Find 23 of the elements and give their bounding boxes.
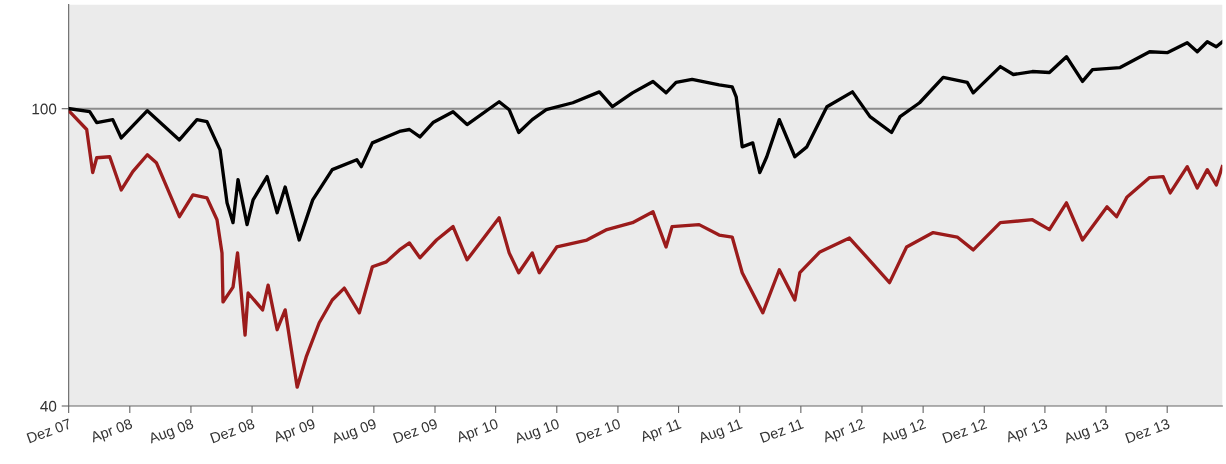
x-tick-label: Apr 11: [639, 418, 683, 445]
x-tick-label: Apr 08: [89, 418, 134, 446]
y-tick-label: 100: [32, 103, 57, 115]
x-tick-label: Aug 08: [147, 418, 195, 447]
line-series: [68, 110, 1223, 389]
x-tick-label: Dez 08: [209, 418, 256, 444]
x-tick-label: Apr 09: [272, 418, 317, 446]
x-tick-label: Dez 12: [942, 418, 988, 444]
x-tick-label: Apr 12: [821, 418, 866, 446]
x-tick-label: Dez 11: [759, 418, 804, 443]
x-tick-label: Apr 10: [455, 418, 500, 446]
x-tick-label: Aug 09: [330, 418, 378, 447]
x-tick-label: Dez 13: [1125, 418, 1171, 444]
x-tick-label: Dez 09: [392, 418, 439, 444]
x-tick-label: Dez 10: [575, 418, 622, 444]
x-tick-label: Aug 12: [879, 418, 928, 447]
x-tick-label: Aug 10: [513, 418, 561, 447]
x-tick-label: Aug 11: [697, 418, 744, 447]
x-tick-label: Aug 13: [1062, 418, 1111, 447]
x-tick-label: Apr 13: [1004, 418, 1049, 446]
x-tick-label: Dez 07: [26, 418, 72, 444]
line-series: [68, 40, 1223, 242]
y-tick-label: 40: [40, 400, 57, 412]
